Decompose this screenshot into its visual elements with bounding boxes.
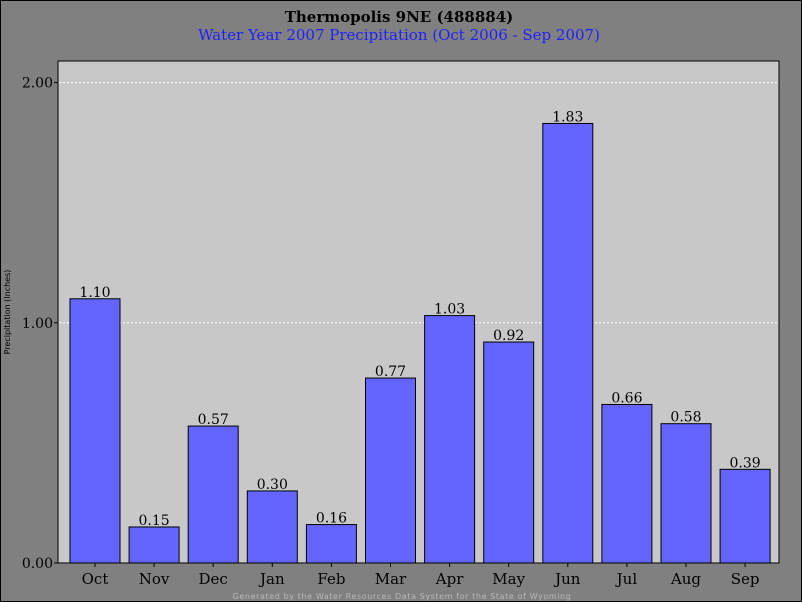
- bar: [69, 298, 121, 564]
- x-tick-label: Oct: [82, 570, 109, 588]
- data-label: 0.58: [670, 410, 701, 426]
- x-axis-ticks: Oct Nov Dec Jan Feb Mar Apr May Jun Jul Aug Sep: [82, 563, 760, 588]
- data-label: 1.10: [79, 285, 110, 301]
- y-tick-label: 2.00: [22, 76, 53, 92]
- bar: [305, 524, 357, 564]
- data-label: 0.57: [198, 412, 229, 428]
- data-label: 1.03: [434, 302, 465, 318]
- bar: [719, 468, 771, 564]
- bars: [69, 122, 771, 564]
- x-tick-label: Feb: [317, 570, 345, 588]
- bar: [542, 122, 594, 564]
- chart-title: Thermopolis 9NE (488884): [285, 8, 514, 26]
- x-tick-label: Nov: [139, 570, 170, 588]
- bar: [187, 425, 239, 564]
- y-axis-label: Precipitation (Inches): [3, 270, 12, 355]
- y-axis-ticks: 0.00 1.00 2.00: [22, 76, 58, 572]
- y-tick-label: 1.00: [22, 316, 53, 332]
- bar: [246, 490, 298, 564]
- x-tick-label: Mar: [375, 570, 407, 588]
- data-label: 0.77: [375, 364, 406, 380]
- x-tick-label: Jun: [553, 570, 581, 588]
- data-labels: 1.10 0.15 0.57 0.30 0.16 0.77 1.03 0.92 1.83 0.66…: [79, 109, 760, 529]
- chart-subtitle: Water Year 2007 Precipitation (Oct 2006 …: [198, 26, 600, 44]
- x-tick-label: Apr: [435, 570, 464, 588]
- data-label: 1.83: [552, 109, 583, 125]
- x-tick-label: Jul: [615, 570, 638, 588]
- bar: [424, 315, 476, 564]
- data-label: 0.30: [257, 477, 288, 493]
- x-tick-label: May: [492, 570, 525, 588]
- data-label: 0.16: [316, 511, 347, 527]
- x-tick-label: Aug: [670, 570, 701, 588]
- footer-credit: Generated by the Water Resources Data Sy…: [233, 592, 572, 601]
- bar: [483, 341, 535, 564]
- data-label: 0.39: [730, 455, 761, 471]
- x-tick-label: Sep: [731, 570, 760, 588]
- y-tick-label: 0.00: [22, 556, 53, 572]
- data-label: 0.66: [611, 390, 642, 406]
- bar: [128, 526, 180, 564]
- bar: [365, 377, 416, 564]
- x-tick-label: Jan: [258, 570, 285, 588]
- x-tick-label: Dec: [199, 570, 228, 588]
- bar: [660, 423, 712, 564]
- data-label: 0.15: [139, 513, 170, 529]
- plot-area: [57, 60, 780, 564]
- bar: [601, 403, 653, 564]
- data-label: 0.92: [493, 328, 524, 344]
